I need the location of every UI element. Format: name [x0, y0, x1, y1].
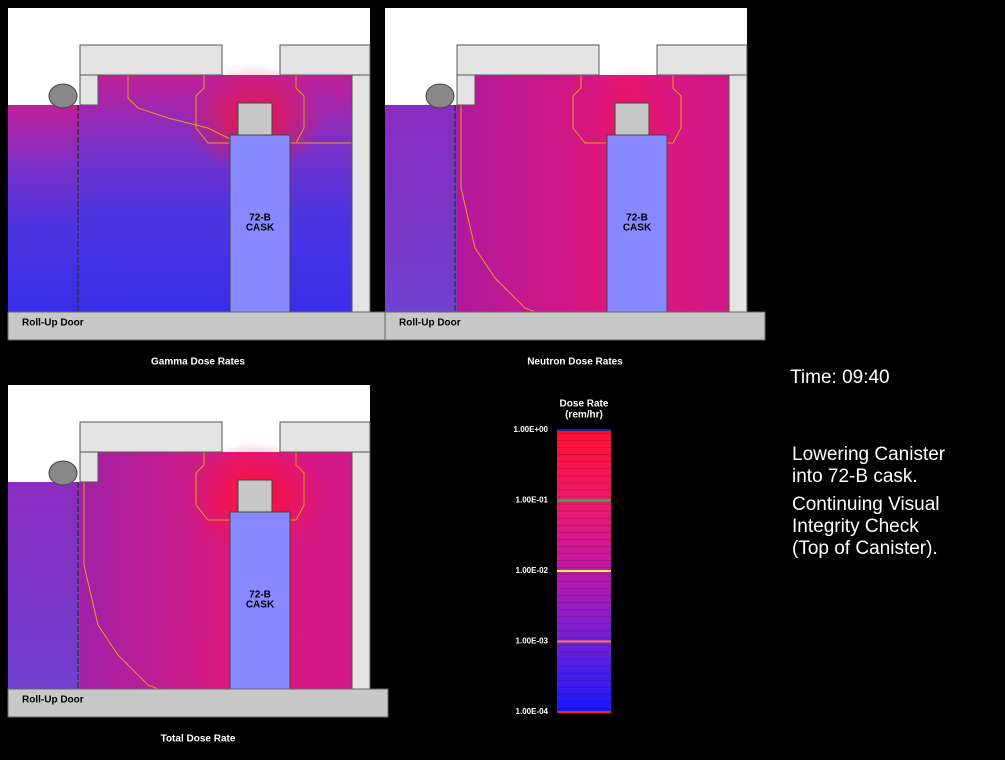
pulley: [49, 84, 77, 108]
wall: [80, 75, 98, 105]
cask-label: CASK: [246, 600, 275, 611]
roof-block: [457, 45, 599, 75]
roof-block: [80, 45, 222, 75]
canister: [238, 480, 272, 512]
status-note: Lowering Canister: [792, 444, 946, 465]
legend-unit: (rem/hr): [565, 410, 603, 421]
cask-label: CASK: [623, 223, 652, 234]
wall: [729, 75, 747, 312]
wall: [457, 75, 475, 105]
roof-block: [280, 422, 370, 452]
legend-tick-label: 1.00E-01: [516, 496, 549, 505]
outside-field: [385, 105, 457, 312]
legend-title: Dose Rate: [560, 399, 609, 410]
status-note: (Top of Canister).: [792, 538, 938, 559]
time: Time: 09:40: [790, 367, 890, 388]
pulley: [49, 461, 77, 485]
status-note: Integrity Check: [792, 516, 919, 537]
door-label: Roll-Up Door: [22, 695, 84, 706]
status-note: into 72-B cask.: [792, 466, 918, 487]
panel-title: Total Dose Rate: [161, 734, 236, 745]
legend-tick-label: 1.00E-02: [516, 566, 549, 575]
pulley: [426, 84, 454, 108]
canister: [238, 103, 272, 135]
wall: [352, 452, 370, 689]
legend-tick-label: 1.00E+00: [514, 425, 549, 434]
door-label: Roll-Up Door: [399, 318, 461, 329]
roof-block: [80, 422, 222, 452]
roof-block: [657, 45, 747, 75]
outside-field: [8, 482, 80, 689]
canister: [615, 103, 649, 135]
wall: [80, 452, 98, 482]
roof-block: [280, 45, 370, 75]
legend-tick-label: 1.00E-04: [516, 707, 549, 716]
panel-title: Neutron Dose Rates: [527, 357, 623, 368]
cask-label: CASK: [246, 223, 275, 234]
wall: [352, 75, 370, 312]
dose-rate-screen: 72-BCASKRoll-Up DoorGamma Dose Rates72-B…: [0, 0, 1005, 755]
status-note: Continuing Visual: [792, 494, 940, 515]
door-label: Roll-Up Door: [22, 318, 84, 329]
outside-field: [8, 105, 80, 312]
panel-title: Gamma Dose Rates: [151, 357, 245, 368]
legend-tick-label: 1.00E-03: [516, 637, 549, 646]
